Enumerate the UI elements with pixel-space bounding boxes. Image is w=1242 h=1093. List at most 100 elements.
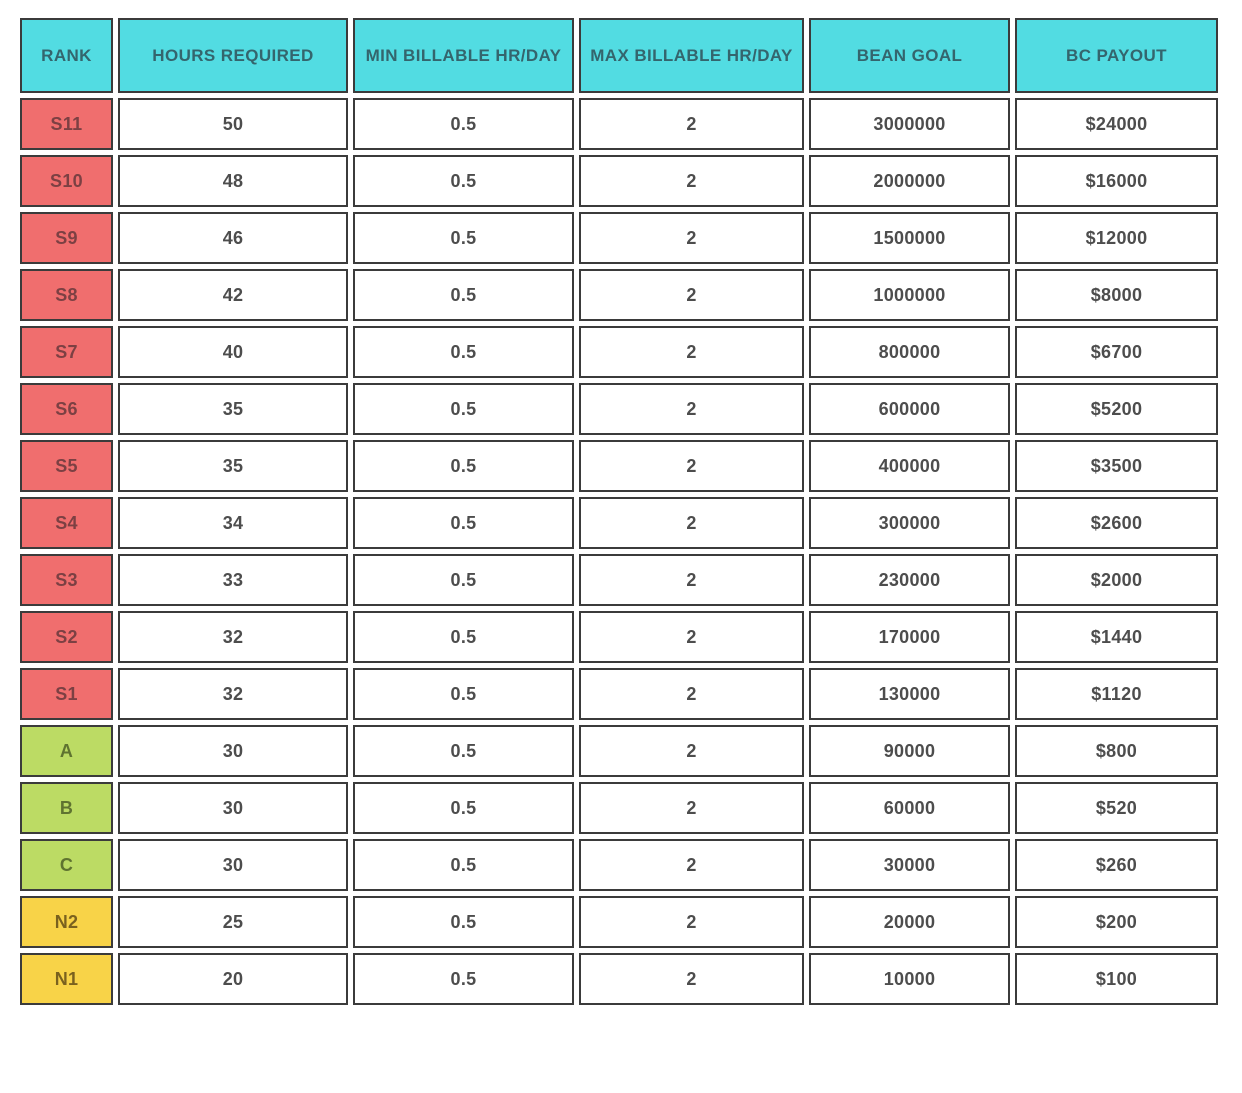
rank-cell: S7: [20, 326, 113, 378]
table-body: S11 50 0.5 2 3000000 $24000 S10 48 0.5 2 2000000 $1…: [20, 98, 1218, 1005]
rank-cell: S2: [20, 611, 113, 663]
table-cell: $520: [1015, 782, 1218, 834]
table-cell: $1120: [1015, 668, 1218, 720]
table-cell: $100: [1015, 953, 1218, 1005]
column-header-max-billable: MAX BILLABLE HR/DAY: [579, 18, 804, 93]
rank-cell: S6: [20, 383, 113, 435]
table-cell: 0.5: [353, 98, 574, 150]
rank-cell: A: [20, 725, 113, 777]
table-cell: $260: [1015, 839, 1218, 891]
table-row: S7 40 0.5 2 800000 $6700: [20, 326, 1218, 378]
table-cell: 2: [579, 896, 804, 948]
table-cell: 2: [579, 668, 804, 720]
table-cell: 2: [579, 554, 804, 606]
table-cell: 0.5: [353, 839, 574, 891]
table-cell: 50: [118, 98, 348, 150]
table-row: S8 42 0.5 2 1000000 $8000: [20, 269, 1218, 321]
table-cell: 30: [118, 782, 348, 834]
table-cell: $16000: [1015, 155, 1218, 207]
table-cell: 48: [118, 155, 348, 207]
table-cell: $2600: [1015, 497, 1218, 549]
header-row: RANK HOURS REQUIRED MIN BILLABLE HR/DAY …: [20, 18, 1218, 93]
table-cell: 2: [579, 497, 804, 549]
table-cell: 30: [118, 725, 348, 777]
table-cell: 130000: [809, 668, 1010, 720]
rank-cell: S11: [20, 98, 113, 150]
table-cell: 20: [118, 953, 348, 1005]
table-cell: 0.5: [353, 440, 574, 492]
rank-cell: N2: [20, 896, 113, 948]
table-cell: 230000: [809, 554, 1010, 606]
table-cell: $6700: [1015, 326, 1218, 378]
table-cell: 2: [579, 383, 804, 435]
table-row: S3 33 0.5 2 230000 $2000: [20, 554, 1218, 606]
table-row: S11 50 0.5 2 3000000 $24000: [20, 98, 1218, 150]
rank-cell: S10: [20, 155, 113, 207]
rank-cell: S9: [20, 212, 113, 264]
table-cell: 2: [579, 611, 804, 663]
table-cell: $8000: [1015, 269, 1218, 321]
table-row: S10 48 0.5 2 2000000 $16000: [20, 155, 1218, 207]
table-row: C 30 0.5 2 30000 $260: [20, 839, 1218, 891]
table-cell: 35: [118, 383, 348, 435]
table-row: S5 35 0.5 2 400000 $3500: [20, 440, 1218, 492]
rank-cell: S4: [20, 497, 113, 549]
table-row: S2 32 0.5 2 170000 $1440: [20, 611, 1218, 663]
rank-cell: S8: [20, 269, 113, 321]
table-cell: 1000000: [809, 269, 1010, 321]
table-cell: 40: [118, 326, 348, 378]
table-cell: 42: [118, 269, 348, 321]
table-cell: 0.5: [353, 155, 574, 207]
table-cell: 10000: [809, 953, 1010, 1005]
table-row: S6 35 0.5 2 600000 $5200: [20, 383, 1218, 435]
rank-cell: B: [20, 782, 113, 834]
table-cell: 25: [118, 896, 348, 948]
table-cell: 2: [579, 725, 804, 777]
table-cell: $3500: [1015, 440, 1218, 492]
column-header-hours: HOURS REQUIRED: [118, 18, 348, 93]
table-row: A 30 0.5 2 90000 $800: [20, 725, 1218, 777]
table-row: B 30 0.5 2 60000 $520: [20, 782, 1218, 834]
table-cell: 0.5: [353, 668, 574, 720]
table-cell: 1500000: [809, 212, 1010, 264]
table-header: RANK HOURS REQUIRED MIN BILLABLE HR/DAY …: [20, 18, 1218, 93]
table-cell: $200: [1015, 896, 1218, 948]
table-cell: $24000: [1015, 98, 1218, 150]
table-cell: 0.5: [353, 782, 574, 834]
table-cell: 2: [579, 782, 804, 834]
table-cell: 20000: [809, 896, 1010, 948]
table-cell: 0.5: [353, 497, 574, 549]
table-cell: 30000: [809, 839, 1010, 891]
table-cell: 90000: [809, 725, 1010, 777]
table-cell: 30: [118, 839, 348, 891]
table-cell: $5200: [1015, 383, 1218, 435]
table-cell: 32: [118, 668, 348, 720]
rank-cell: N1: [20, 953, 113, 1005]
table-cell: 600000: [809, 383, 1010, 435]
table-cell: 0.5: [353, 326, 574, 378]
rank-payout-table: RANK HOURS REQUIRED MIN BILLABLE HR/DAY …: [15, 13, 1223, 1010]
table-cell: 33: [118, 554, 348, 606]
table-cell: 2: [579, 326, 804, 378]
table-cell: 0.5: [353, 953, 574, 1005]
table-cell: 2: [579, 269, 804, 321]
table-cell: 35: [118, 440, 348, 492]
table-cell: $2000: [1015, 554, 1218, 606]
rank-cell: S5: [20, 440, 113, 492]
table-cell: 2: [579, 440, 804, 492]
rank-cell: S1: [20, 668, 113, 720]
table-cell: 2: [579, 98, 804, 150]
table-cell: 3000000: [809, 98, 1010, 150]
table-cell: 400000: [809, 440, 1010, 492]
table-row: S9 46 0.5 2 1500000 $12000: [20, 212, 1218, 264]
table-row: N1 20 0.5 2 10000 $100: [20, 953, 1218, 1005]
table-cell: 300000: [809, 497, 1010, 549]
table-cell: $12000: [1015, 212, 1218, 264]
table-cell: 2: [579, 212, 804, 264]
column-header-rank: RANK: [20, 18, 113, 93]
table-cell: 800000: [809, 326, 1010, 378]
column-header-bean-goal: BEAN GOAL: [809, 18, 1010, 93]
rank-cell: S3: [20, 554, 113, 606]
table-cell: 60000: [809, 782, 1010, 834]
column-header-bc-payout: BC PAYOUT: [1015, 18, 1218, 93]
